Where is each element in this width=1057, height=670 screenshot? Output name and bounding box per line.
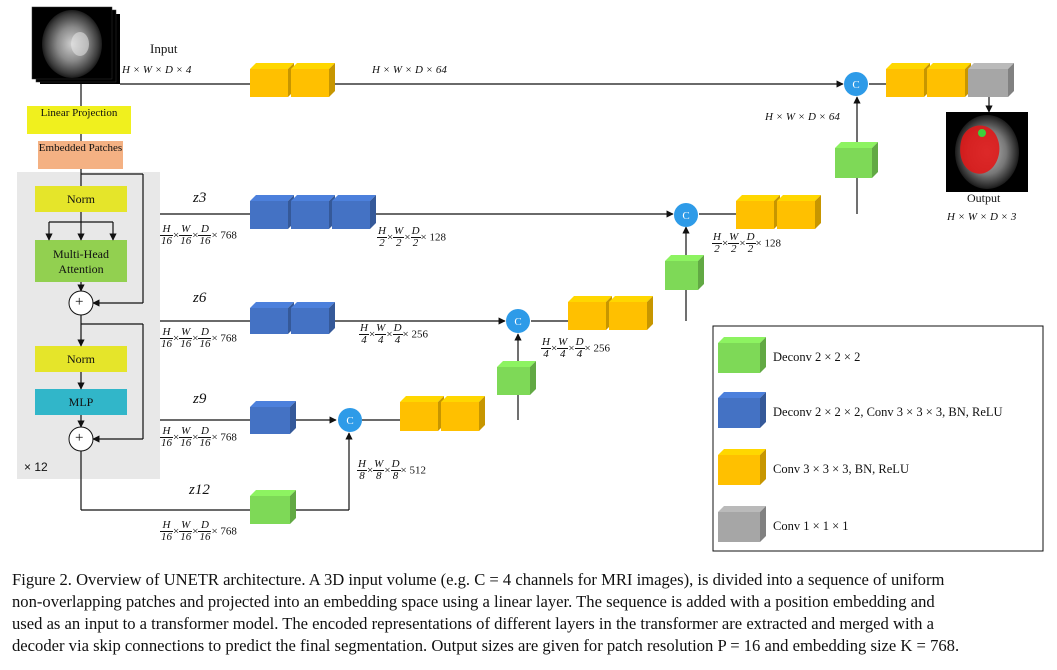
dims-256-right: H 4 × W 4 × D 4 × 256	[541, 336, 610, 360]
norm-box-2	[35, 346, 127, 372]
concat-top: C	[844, 72, 868, 96]
mlp-label: MLP	[68, 395, 94, 409]
norm-box-1	[35, 186, 127, 212]
concat-l4: C	[338, 408, 362, 432]
conv-block-out-1	[886, 63, 930, 97]
enc-dims-z12: H 16 × W 16 × D 16 × 768	[160, 519, 237, 543]
conv-block-top-2	[291, 63, 335, 97]
svg-text:C: C	[514, 316, 521, 328]
blue-block-z6-1	[250, 302, 294, 334]
svg-text:C: C	[346, 415, 353, 427]
z6-label: z6	[193, 290, 207, 306]
blue-block-z9	[250, 401, 296, 434]
conv-block-l4-1	[400, 396, 444, 431]
norm-label-2: Norm	[67, 352, 95, 366]
add-symbol-2: +	[75, 430, 84, 446]
repeat-label: × 12	[24, 460, 48, 474]
legend-swatch-2	[718, 392, 766, 428]
conv-block-top-1	[250, 63, 294, 97]
caption-line-2: non-overlapping patches and projected in…	[12, 592, 935, 611]
deconv-block-l3	[497, 361, 536, 395]
conv1-block-out	[968, 63, 1014, 97]
concat-l2: C	[674, 203, 698, 227]
legend-swatch-1	[718, 337, 766, 373]
concat-layer: C C C C	[338, 72, 868, 432]
deconv-block-right	[835, 142, 878, 178]
deconv-block-z12	[250, 490, 296, 524]
conv-block-l3-2	[609, 296, 653, 330]
blocks-layer	[250, 63, 1014, 524]
legend-label-deconv-conv: Deconv 2 × 2 × 2, Conv 3 × 3 × 3, BN, Re…	[773, 405, 1003, 419]
input-label: Input	[150, 41, 178, 56]
transformer-lines	[45, 84, 144, 510]
mlp-box	[35, 389, 127, 415]
architecture-diagram: C C C C	[17, 6, 1044, 552]
enc-dims-z3: H 16 × W 16 × D 16 × 768	[160, 223, 237, 247]
legend-swatches	[718, 337, 766, 542]
legend-swatch-3	[718, 449, 766, 485]
transformer-panel	[17, 172, 160, 479]
blue-block-z3-3	[332, 195, 376, 229]
conv-block-l4-2	[441, 396, 485, 431]
blue-block-z3-1	[250, 195, 294, 229]
z12-label: z12	[189, 482, 210, 498]
enc-dims-z9: H 16 × W 16 × D 16 × 768	[160, 425, 237, 449]
mha-label: Multi-Head Attention	[53, 247, 109, 276]
conv-block-l3-1	[568, 296, 612, 330]
legend-label-deconv: Deconv 2 × 2 × 2	[773, 350, 861, 364]
embedded-patches-label: Embedded Patches	[38, 142, 123, 154]
dims-256-left: H 4 × W 4 × D 4 × 256	[359, 322, 428, 346]
dims-128-right: H 2 × W 2 × D 2 × 128	[712, 231, 781, 255]
legend-swatch-4	[718, 506, 766, 542]
legend-label-conv1: Conv 1 × 1 × 1	[773, 519, 849, 533]
output-dims: H × W × D × 3	[947, 211, 1017, 223]
z9-label: z9	[193, 391, 207, 407]
linear-projection-label: Linear Projection	[40, 107, 118, 119]
linear-projection-box	[27, 106, 131, 134]
dims-128-left: H 2 × W 2 × D 2 × 128	[377, 225, 446, 249]
flow-lines	[81, 80, 993, 511]
caption-line-4: decoder via skip connections to predict …	[12, 636, 960, 655]
conv-block-out-2	[927, 63, 971, 97]
blue-block-z3-2	[291, 195, 335, 229]
blue-block-z6-2	[291, 302, 335, 334]
input-mri-image	[31, 6, 120, 84]
legend-box	[712, 325, 1044, 552]
top-dims: H × W × D × 64	[372, 64, 447, 76]
conv-block-l2-1	[736, 195, 780, 229]
concat-l3: C	[506, 309, 530, 333]
svg-text:C: C	[852, 79, 859, 91]
input-dims: H × W × D × 4	[122, 64, 192, 76]
svg-text:C: C	[682, 210, 689, 222]
caption-line-3: used as an input to a transformer model.…	[12, 614, 934, 633]
right-dims: H × W × D × 64	[765, 111, 840, 123]
caption-line-1: Figure 2. Overview of UNETR architecture…	[12, 570, 945, 589]
add-symbol-1: +	[75, 294, 84, 310]
output-segmentation-image	[946, 112, 1028, 192]
output-label: Output	[967, 191, 1001, 205]
legend-label-conv3: Conv 3 × 3 × 3, BN, ReLU	[773, 462, 909, 476]
z3-label: z3	[193, 190, 207, 206]
embedded-patches-box	[38, 141, 123, 169]
enc-dims-z6: H 16 × W 16 × D 16 × 768	[160, 326, 237, 350]
conv-block-l2-2	[777, 195, 821, 229]
deconv-block-l2	[665, 255, 704, 290]
dims-512: H 8 × W 8 × D 8 × 512	[357, 458, 426, 482]
norm-label-1: Norm	[67, 192, 95, 206]
figure-caption: Figure 2. Overview of UNETR architecture…	[12, 569, 1050, 657]
mha-box	[35, 240, 127, 282]
